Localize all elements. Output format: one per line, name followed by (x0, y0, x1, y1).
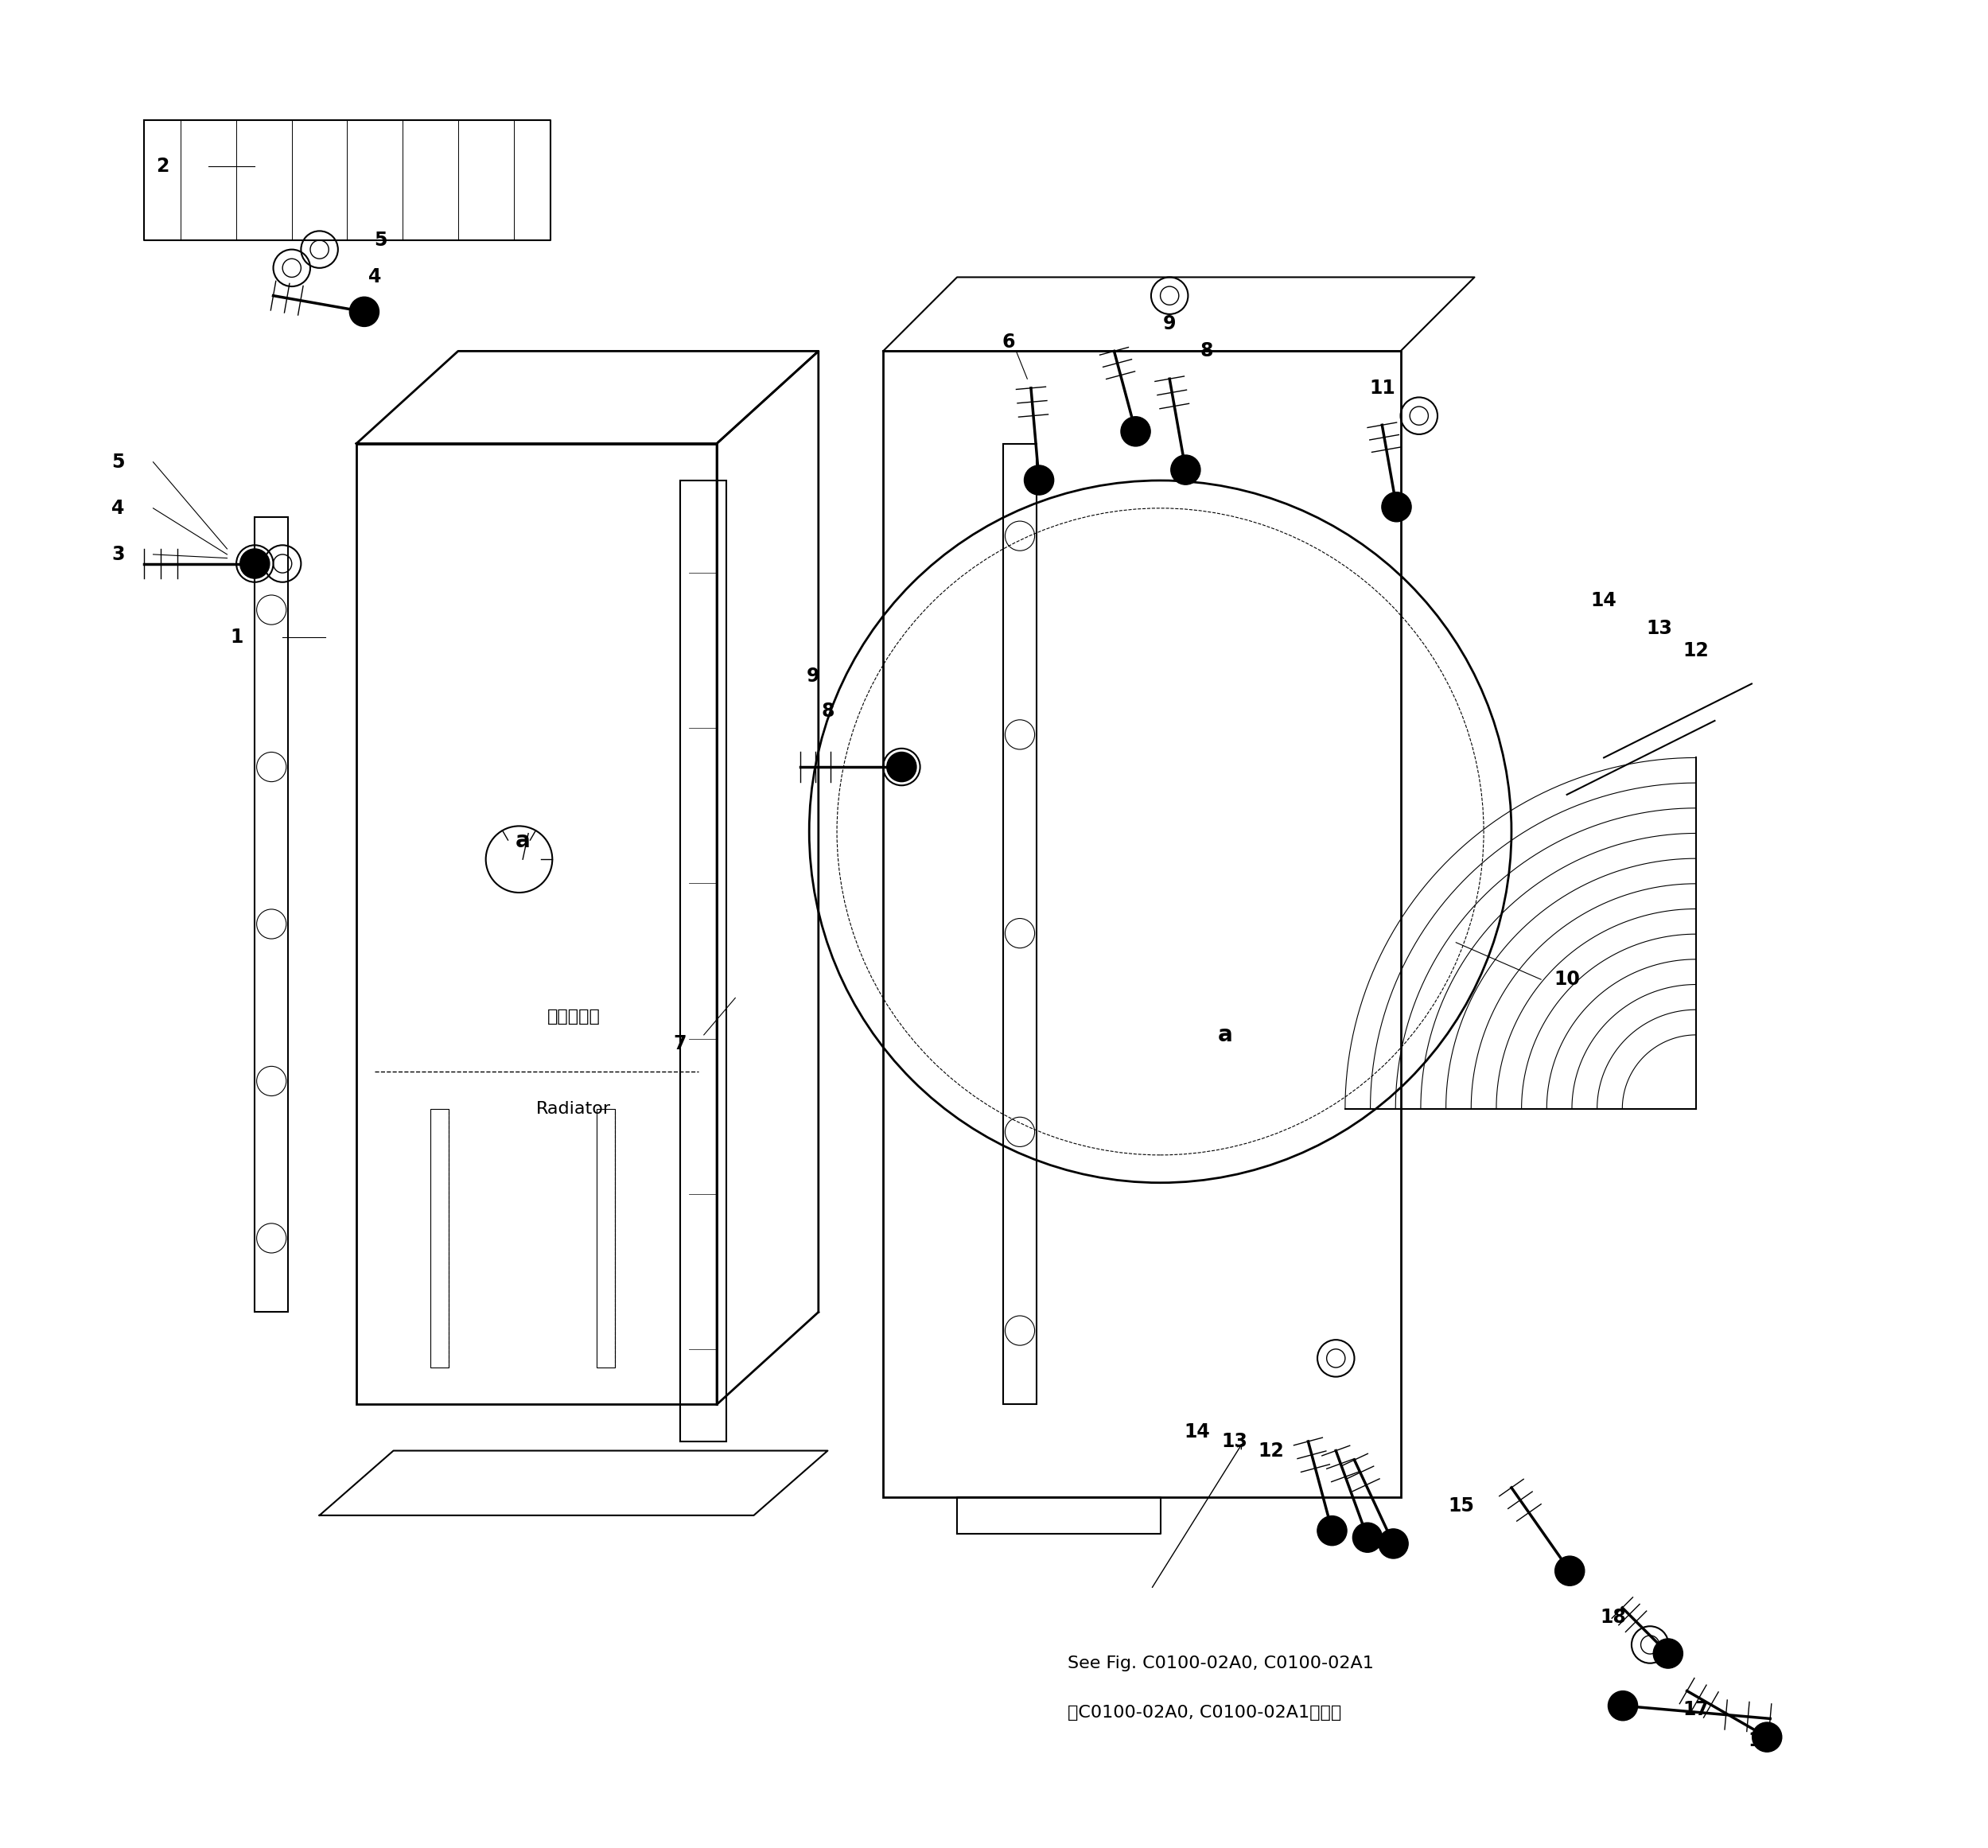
Text: 12: 12 (1684, 641, 1710, 660)
Text: 9: 9 (1163, 314, 1177, 333)
Text: 4: 4 (111, 499, 125, 517)
Text: a: a (1217, 1024, 1233, 1046)
Text: 12: 12 (1258, 1441, 1284, 1460)
Bar (429, 1109, 449, 1368)
Text: 13: 13 (1221, 1432, 1246, 1451)
Text: 5: 5 (374, 231, 388, 249)
Text: 第C0100-02A0, C0100-02A1図参照: 第C0100-02A0, C0100-02A1図参照 (1068, 1706, 1342, 1720)
Text: 10: 10 (1555, 970, 1580, 989)
Text: 5: 5 (111, 453, 125, 471)
Text: 8: 8 (1201, 342, 1213, 360)
Text: 13: 13 (1646, 619, 1672, 638)
Text: 6: 6 (1002, 333, 1016, 351)
Text: 17: 17 (1684, 1700, 1710, 1719)
Circle shape (1751, 1722, 1781, 1752)
Circle shape (1121, 416, 1151, 445)
Circle shape (1378, 1528, 1408, 1558)
Circle shape (1024, 466, 1054, 495)
Bar (1004, 444, 1036, 1404)
Bar (680, 480, 726, 1441)
Bar (254, 517, 288, 1312)
Circle shape (1555, 1556, 1584, 1586)
Text: ラジエータ: ラジエータ (547, 1009, 600, 1024)
Text: 1: 1 (231, 628, 243, 647)
Text: See Fig. C0100-02A0, C0100-02A1: See Fig. C0100-02A0, C0100-02A1 (1068, 1656, 1374, 1671)
Text: 16: 16 (1747, 1732, 1773, 1750)
Circle shape (1171, 455, 1201, 484)
Text: 4: 4 (368, 268, 382, 286)
Text: 18: 18 (1600, 1608, 1626, 1626)
Text: Radiator: Radiator (537, 1101, 610, 1116)
Circle shape (1352, 1523, 1382, 1552)
Text: 3: 3 (360, 305, 372, 323)
Text: 9: 9 (807, 667, 819, 686)
Circle shape (887, 752, 916, 782)
Text: 15: 15 (1449, 1497, 1475, 1515)
Circle shape (241, 549, 270, 578)
Text: a: a (515, 830, 531, 852)
Bar (596, 1109, 614, 1368)
Text: 2: 2 (155, 157, 169, 176)
Bar (883, 351, 1402, 1497)
Circle shape (1654, 1639, 1682, 1669)
Circle shape (350, 298, 380, 327)
Circle shape (1382, 492, 1411, 521)
Bar (356, 444, 718, 1404)
Text: 8: 8 (821, 702, 835, 721)
Text: 7: 7 (674, 1035, 686, 1053)
Text: 14: 14 (1590, 591, 1616, 610)
Text: 11: 11 (1370, 379, 1396, 397)
Text: 3: 3 (111, 545, 125, 564)
Text: 14: 14 (1185, 1423, 1211, 1441)
Circle shape (1608, 1691, 1638, 1720)
Circle shape (1318, 1515, 1346, 1545)
